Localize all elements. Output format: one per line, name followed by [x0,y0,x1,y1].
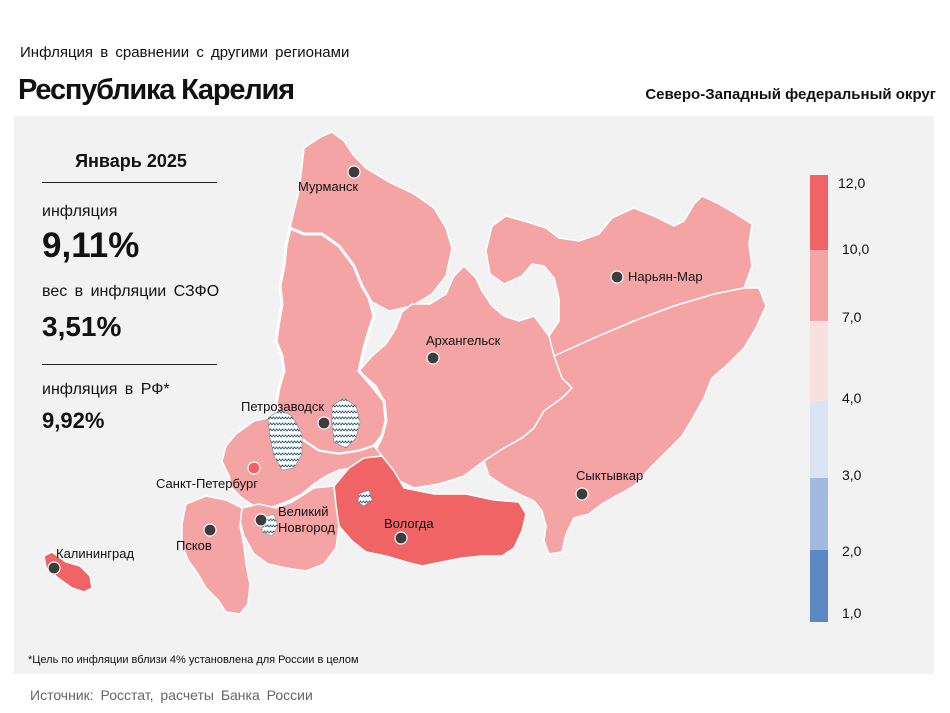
weight-label: вес в инфляции СЗФО [42,283,220,300]
legend-band-4-7 [810,321,828,401]
inflation-value: 9,11% [42,226,140,265]
region-map: Мурманск Нарьян-Мар Архангельск Петрозав… [43,131,869,622]
city-label-naryan-mar: Нарьян-Мар [628,269,703,284]
region-pskov [181,495,251,615]
legend-tick: 3,0 [842,467,862,483]
legend-band-3-4 [810,401,828,478]
city-marker-vologda [394,531,408,545]
inflation-label: инфляция [42,203,118,220]
divider [42,364,217,365]
weight-value: 3,51% [42,311,122,342]
city-marker-arkhangelsk [426,351,440,365]
city-marker-murmansk [347,165,361,179]
city-label-syktyvkar: Сыктывкар [576,468,643,483]
city-marker-spb [247,461,261,475]
color-scale-legend: 12,0 10,0 7,0 4,0 3,0 2,0 1,0 [810,175,869,622]
legend-tick: 10,0 [842,241,869,257]
legend-tick: 7,0 [842,309,862,325]
lake-ladoga [267,409,303,471]
region-leningrad [221,415,384,509]
city-label-murmansk: Мурманск [298,179,358,194]
city-label-pskov: Псков [176,538,212,553]
city-label-vologda: Вологда [384,516,434,531]
city-marker-naryan-mar [610,270,624,284]
city-label-spb: Санкт-Петербург [156,476,258,491]
legend-band-2-3 [810,478,828,550]
city-label-velikiy-novgorod: Новгород [278,520,335,535]
period-label: Январь 2025 [75,151,187,171]
divider [42,182,217,183]
city-label-petrozavodsk: Петрозаводск [241,399,324,414]
city-label-arkhangelsk: Архангельск [426,333,501,348]
region-komi [483,287,767,555]
legend-band-1-2 [810,550,828,622]
page-title: Республика Карелия [18,74,295,106]
footnote: *Цель по инфляции вблизи 4% установлена … [28,654,359,666]
rf-inflation-value: 9,92% [42,408,105,433]
content-panel: Январь 2025 инфляция 9,11% вес в инфляци… [14,116,934,674]
federal-district-label: Северо-Западный федеральный округ [645,86,936,103]
region-novgorod [239,485,340,572]
city-marker-petrozavodsk [317,416,331,430]
city-label-velikiy-novgorod: Великий [278,504,329,519]
legend-tick: 1,0 [842,605,862,621]
legend-tick: 12,0 [838,175,865,191]
legend-tick: 4,0 [842,390,862,406]
subtitle: Инфляция в сравнении с другими регионами [20,44,350,61]
legend-band-7-10 [810,250,828,321]
city-marker-syktyvkar [575,487,589,501]
city-label-kaliningrad: Калининград [56,546,134,561]
city-marker-kaliningrad [47,561,61,575]
lake-beloye [357,489,373,507]
rf-inflation-label: инфляция в РФ* [42,381,170,398]
region-vologda [333,455,527,567]
lake-onega [331,397,361,449]
city-marker-velikiy-novgorod [254,513,268,527]
legend-tick: 2,0 [842,543,862,559]
legend-band-10-12 [810,175,828,250]
city-marker-pskov [203,523,217,537]
source-line: Источник: Росстат, расчеты Банка России [30,687,313,703]
